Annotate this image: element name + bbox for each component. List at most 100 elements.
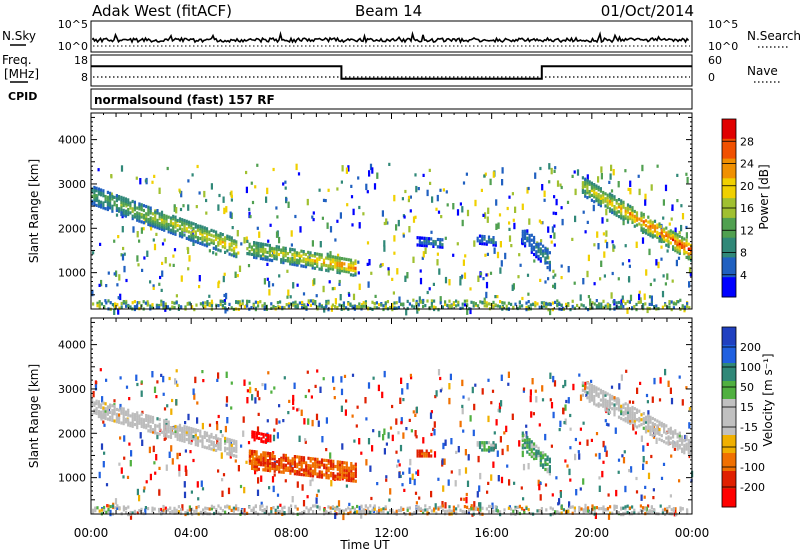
echo-cell xyxy=(230,253,233,257)
scatter-cell xyxy=(410,376,413,380)
echo-cell xyxy=(439,240,442,244)
echo-cell xyxy=(590,396,593,400)
scatter-cell xyxy=(278,274,281,278)
echo-cell xyxy=(136,416,139,420)
scatter-cell xyxy=(462,181,466,185)
echo-cell xyxy=(100,405,103,409)
scatter-cell xyxy=(254,388,257,392)
echo-cell xyxy=(478,234,482,238)
echo-cell xyxy=(615,206,618,210)
echo-cell xyxy=(490,445,493,450)
echo-cell xyxy=(217,437,220,441)
near-range-cell xyxy=(164,302,167,306)
echo-cell xyxy=(588,180,591,184)
scatter-cell xyxy=(652,488,655,492)
scatter-cell xyxy=(430,490,433,498)
echo-cell xyxy=(257,251,260,255)
echo-cell xyxy=(441,243,444,247)
scatter-cell xyxy=(225,403,228,407)
echo-cell xyxy=(156,221,159,225)
scatter-cell xyxy=(251,394,254,401)
echo-cell xyxy=(626,403,630,407)
echo-cell xyxy=(127,408,130,412)
echo-cell xyxy=(210,241,213,245)
echo-cell xyxy=(651,233,654,237)
echo-cell xyxy=(327,459,330,463)
near-range-cell xyxy=(180,511,183,515)
near-range-cell xyxy=(120,305,123,309)
echo-cell xyxy=(97,410,100,414)
echo-cell xyxy=(521,446,524,450)
near-range-cell xyxy=(536,302,539,306)
near-range-cell xyxy=(276,511,279,515)
echo-cell xyxy=(329,262,332,266)
echo-cell xyxy=(620,206,623,210)
echo-cell xyxy=(581,388,584,392)
echo-cell xyxy=(172,227,175,231)
echo-cell xyxy=(228,245,231,249)
echo-cell xyxy=(546,251,549,255)
echo-cell xyxy=(622,217,625,221)
echo-cell xyxy=(127,420,130,425)
near-range-cell xyxy=(455,299,458,303)
echo-cell xyxy=(581,183,584,187)
near-range-cell xyxy=(356,305,359,309)
echo-cell xyxy=(669,231,672,235)
echo-cell xyxy=(262,242,265,246)
echo-cell xyxy=(264,438,267,442)
echo-cell xyxy=(626,418,630,422)
near-range-cell xyxy=(661,508,664,512)
echo-cell xyxy=(264,451,267,455)
echo-cell xyxy=(642,212,645,217)
echo-cell xyxy=(255,455,258,459)
near-range-cell xyxy=(448,505,451,509)
echo-cell xyxy=(269,454,272,458)
scatter-cell xyxy=(224,307,227,314)
scatter-cell xyxy=(245,236,248,243)
scatter-cell xyxy=(286,295,289,299)
echo-cell xyxy=(183,233,186,237)
echo-cell xyxy=(201,235,204,239)
echo-cell xyxy=(602,397,605,401)
echo-cell xyxy=(683,448,686,452)
echo-cell xyxy=(608,410,612,414)
near-range-cell xyxy=(279,300,282,304)
near-range-cell xyxy=(384,507,387,511)
echo-cell xyxy=(615,402,618,406)
echo-cell xyxy=(539,249,542,253)
scatter-cell xyxy=(596,231,599,238)
echo-cell xyxy=(286,252,289,256)
echo-cell xyxy=(302,461,306,465)
echo-cell xyxy=(622,403,625,407)
scatter-cell xyxy=(496,450,499,457)
near-range-cell xyxy=(314,302,317,306)
scatter-cell xyxy=(153,386,157,393)
near-range-cell xyxy=(593,509,596,513)
echo-cell xyxy=(219,249,222,253)
scatter-cell xyxy=(409,195,412,199)
echo-cell xyxy=(658,239,661,243)
echo-cell xyxy=(129,414,132,418)
scatter-cell xyxy=(578,373,581,377)
echo-cell xyxy=(224,238,227,242)
echo-cell xyxy=(124,417,127,421)
echo-cell xyxy=(97,187,100,191)
scatter-cell xyxy=(551,226,554,233)
near-range-cell xyxy=(551,507,554,511)
scatter-cell xyxy=(254,467,257,475)
echo-cell xyxy=(163,431,166,435)
scatter-cell xyxy=(613,245,616,249)
echo-cell xyxy=(149,429,152,434)
scatter-cell xyxy=(525,424,528,428)
echo-cell xyxy=(590,186,593,190)
echo-cell xyxy=(542,251,545,256)
scatter-cell xyxy=(256,489,260,496)
scatter-cell xyxy=(623,450,626,454)
scatter-cell xyxy=(306,198,309,206)
echo-cell xyxy=(224,449,227,453)
scatter-cell xyxy=(141,410,144,414)
near-range-cell xyxy=(547,308,550,312)
near-range-cell xyxy=(567,303,570,307)
near-range-cell xyxy=(624,505,627,509)
